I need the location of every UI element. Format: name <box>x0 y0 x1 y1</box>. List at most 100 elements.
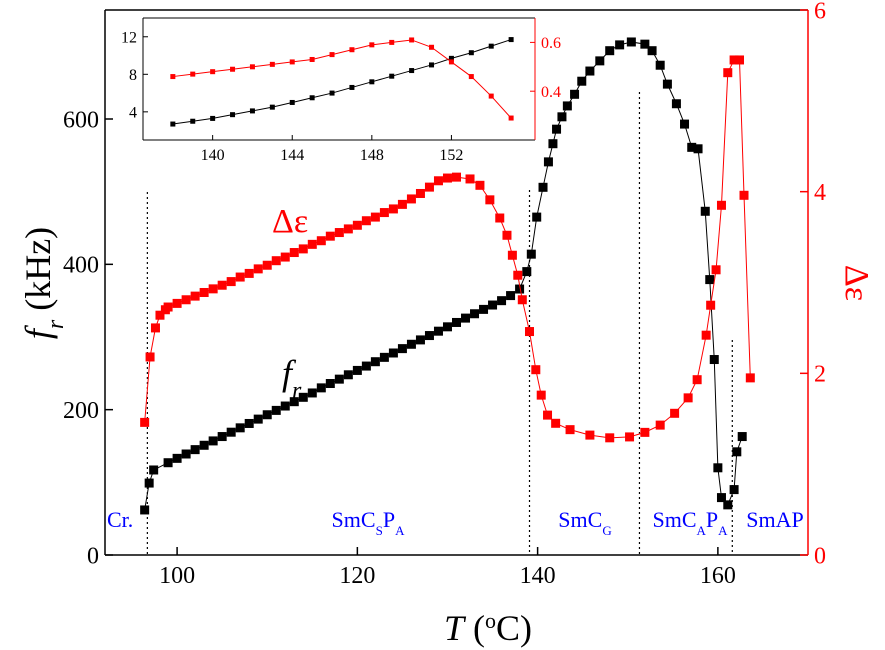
data-point <box>522 267 532 277</box>
y-tick-label: 8 <box>129 67 137 84</box>
phase-label-part: A <box>718 523 728 538</box>
data-point <box>475 180 485 190</box>
data-point <box>409 68 415 74</box>
data-point <box>671 99 681 109</box>
data-point <box>389 73 395 79</box>
data-point <box>683 393 693 403</box>
data-point <box>729 485 739 495</box>
data-point <box>442 322 452 332</box>
data-point <box>585 66 595 76</box>
x-tick-label: 148 <box>360 147 384 164</box>
data-point <box>640 427 650 437</box>
data-point <box>525 327 535 337</box>
data-point <box>415 188 425 198</box>
phase-label-part: SmC <box>652 507 696 532</box>
phase-label-part: A <box>395 523 405 538</box>
data-point <box>343 224 353 234</box>
data-point <box>429 44 435 50</box>
x-tick-label: 140 <box>201 147 225 164</box>
data-point <box>163 302 173 312</box>
data-point <box>289 248 299 258</box>
data-point <box>307 239 317 249</box>
x-tick-label: 160 <box>700 563 736 589</box>
data-point <box>349 47 355 53</box>
curve-label-part: Δε <box>272 203 308 240</box>
data-point <box>329 52 335 58</box>
y-tick-label: 200 <box>63 398 99 424</box>
phase-label: SmAP <box>746 507 803 532</box>
data-point <box>190 118 196 124</box>
data-point <box>298 392 308 402</box>
data-point <box>370 357 380 367</box>
data-point <box>531 365 541 375</box>
data-point <box>626 37 636 47</box>
data-point <box>424 182 434 192</box>
data-point <box>723 500 733 510</box>
data-point <box>465 174 475 184</box>
data-point <box>379 208 389 218</box>
data-point <box>470 309 480 319</box>
data-point <box>570 89 580 99</box>
data-point <box>199 287 209 297</box>
data-point <box>716 493 726 503</box>
data-point <box>415 335 425 345</box>
data-point <box>352 365 362 375</box>
curve-label: Δε <box>272 203 308 240</box>
data-point <box>507 250 517 260</box>
data-point <box>389 39 395 45</box>
y2-tick-label: 4 <box>814 180 826 206</box>
data-point <box>230 112 236 118</box>
data-point <box>468 74 474 80</box>
data-point <box>145 352 155 362</box>
data-point <box>732 447 742 457</box>
data-point <box>249 108 255 114</box>
data-point <box>488 43 494 49</box>
y-axis-label-part: r <box>43 319 69 329</box>
data-point <box>170 121 176 127</box>
data-point <box>565 425 575 435</box>
data-point <box>705 275 715 285</box>
data-point <box>329 90 335 96</box>
data-point <box>150 323 160 333</box>
data-point <box>163 458 173 468</box>
series-line <box>144 41 743 511</box>
data-point <box>226 277 236 287</box>
data-point <box>552 124 562 134</box>
data-point <box>325 379 335 389</box>
data-point <box>647 46 657 56</box>
data-point <box>562 101 572 111</box>
data-point <box>170 74 176 80</box>
data-point <box>551 418 561 428</box>
data-point <box>230 66 236 72</box>
data-point <box>687 142 697 152</box>
data-point <box>210 115 216 121</box>
data-point <box>343 370 353 380</box>
data-point <box>729 55 739 65</box>
data-point <box>517 295 527 305</box>
data-point <box>325 231 335 241</box>
phase-label-part: Cr. <box>107 507 133 532</box>
series-line <box>172 39 512 125</box>
y-axis-label-part: (kHz) <box>18 227 58 320</box>
data-point <box>452 172 461 182</box>
data-point <box>235 423 245 433</box>
data-point <box>369 42 375 48</box>
data-point <box>397 199 407 209</box>
phase-label-part: S <box>376 523 383 538</box>
data-point <box>640 39 650 49</box>
data-point <box>625 432 635 442</box>
data-point <box>262 410 272 420</box>
phase-label-part: G <box>602 523 611 538</box>
data-point <box>700 206 710 216</box>
phase-label-part: SmC <box>332 507 376 532</box>
data-point <box>548 139 558 149</box>
data-point <box>316 236 326 246</box>
data-point <box>349 84 355 90</box>
y2-tick-label: 0.6 <box>541 35 561 52</box>
data-point <box>745 373 755 383</box>
data-point <box>557 112 567 122</box>
phase-label-part: A <box>697 523 707 538</box>
data-point <box>701 330 711 340</box>
data-point <box>244 268 254 278</box>
